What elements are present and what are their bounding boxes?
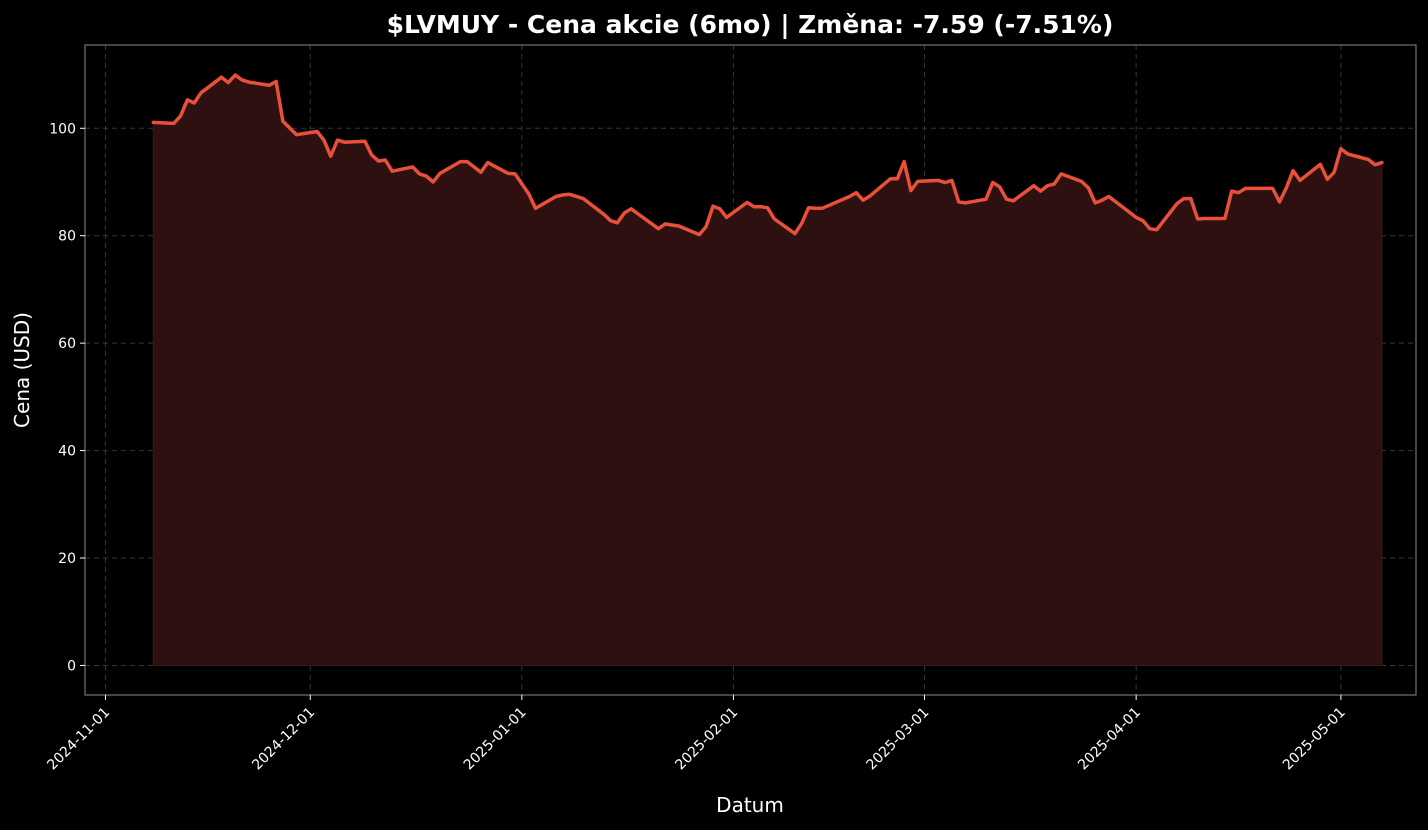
y-tick-label: 40 [58,444,76,460]
x-axis-label: Datum [716,793,784,817]
y-tick-label: 80 [58,229,76,245]
y-tick-label: 100 [49,121,76,137]
price-series [151,73,1384,237]
y-tick-label: 60 [58,336,76,352]
y-tick-label: 20 [58,551,76,567]
y-axis-ticks: 0 20 40 60 80 100 [49,121,85,674]
chart-title: $LVMUY - Cena akcie (6mo) | Změna: -7.59… [387,10,1114,39]
y-axis-label: Cena (USD) [10,312,34,428]
y-tick-label: 0 [67,658,76,674]
axes-frame [84,44,1417,696]
price-line [151,73,1384,237]
